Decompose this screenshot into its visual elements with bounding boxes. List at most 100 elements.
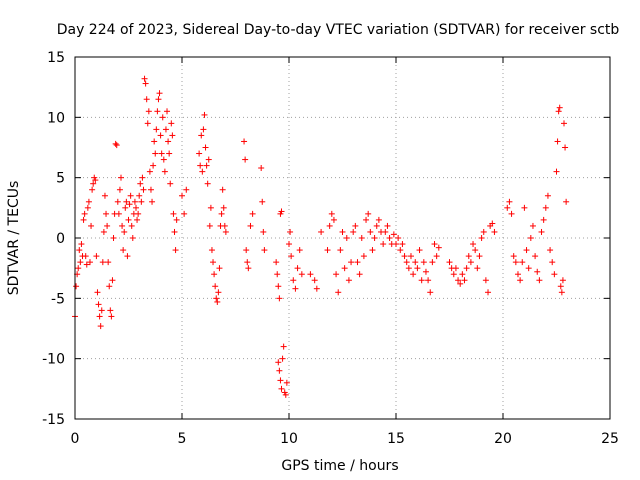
data-point [261, 247, 268, 254]
data-point [197, 162, 204, 169]
data-point [560, 120, 567, 127]
data-point [463, 265, 470, 272]
data-point [563, 198, 570, 205]
data-point [384, 222, 391, 229]
data-point [168, 120, 175, 127]
data-point [557, 283, 564, 290]
data-point [196, 150, 203, 157]
data-point [318, 228, 325, 235]
data-point [134, 216, 141, 223]
data-point [75, 265, 82, 272]
data-point [137, 180, 144, 187]
data-point [144, 120, 151, 127]
data-point [103, 210, 110, 217]
data-point [104, 222, 111, 229]
data-point [395, 235, 402, 241]
data-point [101, 192, 108, 199]
x-tick-label: 20 [494, 431, 512, 447]
data-point [81, 210, 88, 217]
data-point [92, 177, 99, 184]
chart-title: Day 224 of 2023, Sidereal Day-to-day VTE… [57, 22, 620, 38]
data-point [373, 222, 380, 229]
data-point [425, 277, 432, 284]
data-point [204, 180, 211, 187]
data-point [126, 201, 133, 208]
data-point [296, 247, 303, 254]
data-point [298, 271, 305, 278]
data-point [386, 235, 393, 241]
data-point [220, 204, 227, 211]
data-point [125, 216, 132, 223]
data-point [214, 298, 221, 305]
data-point [159, 114, 166, 121]
data-point [467, 259, 474, 266]
data-point [532, 253, 539, 260]
data-point [106, 283, 113, 290]
data-point [455, 277, 462, 284]
data-point [206, 222, 213, 229]
data-point [241, 138, 248, 145]
data-point [433, 253, 440, 260]
data-point [167, 180, 174, 187]
data-point [294, 265, 301, 272]
data-point [88, 222, 95, 229]
data-point [337, 247, 344, 254]
data-point [153, 126, 160, 133]
data-point [288, 253, 295, 260]
data-point [211, 271, 218, 278]
data-point [161, 168, 168, 175]
data-point [97, 323, 104, 330]
data-point [360, 253, 367, 260]
data-point [157, 132, 164, 139]
data-point [343, 235, 350, 241]
data-point [512, 259, 519, 266]
data-point [260, 228, 267, 235]
data-point [132, 204, 139, 211]
data-point [179, 192, 185, 199]
data-point [412, 259, 419, 266]
data-point [247, 222, 254, 229]
data-point [99, 259, 106, 266]
data-point [506, 198, 513, 205]
data-point [534, 268, 541, 275]
x-tick-labels: 0 5 10 15 20 25 [71, 431, 619, 447]
data-point [107, 307, 114, 314]
data-point [160, 156, 167, 163]
data-point [171, 228, 178, 235]
data-point [352, 222, 359, 229]
data-point [183, 186, 190, 193]
data-point [120, 247, 127, 254]
data-point [274, 271, 281, 278]
y-tick-label: 15 [47, 50, 65, 66]
data-point [162, 126, 169, 133]
data-point [536, 277, 543, 284]
y-tick-label: 5 [56, 171, 65, 187]
data-point [450, 271, 457, 278]
data-point [93, 253, 100, 260]
data-point [275, 359, 282, 366]
data-point [219, 186, 226, 193]
data-point [397, 247, 404, 254]
data-point [420, 259, 427, 266]
data-point [154, 108, 161, 115]
data-point [517, 277, 524, 284]
data-point [169, 132, 176, 139]
data-point [279, 355, 286, 362]
data-point [90, 180, 97, 187]
data-point [146, 168, 153, 175]
data-point [127, 192, 134, 199]
y-tick-label: -10 [42, 352, 65, 368]
data-point [333, 271, 340, 278]
data-points [72, 75, 570, 398]
data-point [538, 228, 545, 235]
data-point [141, 75, 148, 82]
data-point [491, 228, 498, 235]
data-point [542, 204, 549, 211]
data-point [307, 271, 314, 278]
data-point [82, 253, 89, 260]
data-point [172, 247, 179, 254]
data-point [354, 259, 361, 266]
data-point [562, 144, 569, 151]
data-point [83, 261, 90, 268]
data-point [390, 231, 397, 238]
